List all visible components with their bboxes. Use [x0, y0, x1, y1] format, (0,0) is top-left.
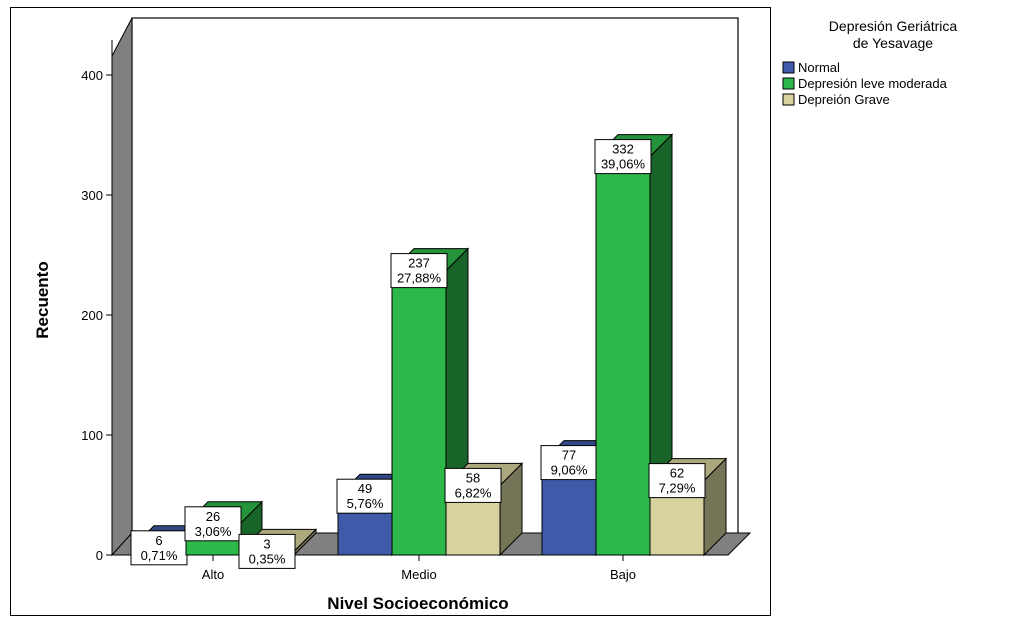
x-tick-label: Bajo: [610, 567, 636, 582]
data-label-box: [184, 506, 242, 542]
bar-depresi-n-leve-moderada-medio: [391, 270, 447, 556]
legend-item-label: Depresión leve moderada: [798, 76, 948, 91]
data-label-count: 26: [206, 509, 220, 524]
data-label-box: [594, 139, 652, 175]
data-label-percent: 5,76%: [347, 496, 384, 511]
data-label-box: [444, 467, 502, 503]
data-label-box: [130, 530, 188, 566]
legend-item-label: Normal: [798, 60, 840, 75]
data-label-count: 49: [358, 481, 372, 496]
left-wall: [111, 17, 133, 557]
chart-frame: [10, 7, 771, 616]
data-label-box: [238, 533, 296, 569]
y-axis-title: Recuento: [33, 261, 52, 338]
data-label-count: 58: [466, 470, 480, 485]
x-axis-title: Nivel Socioeconómico: [327, 594, 508, 613]
data-label-box: [540, 445, 598, 481]
data-label-percent: 39,06%: [601, 157, 646, 172]
data-label-percent: 6,82%: [455, 485, 492, 500]
data-label-percent: 7,29%: [659, 481, 696, 496]
y-tick-label: 100: [81, 428, 103, 443]
data-label-percent: 27,88%: [397, 271, 442, 286]
legend-title-line-1: Depresión Geriátrica: [829, 18, 958, 34]
y-tick-label: 400: [81, 68, 103, 83]
data-label-box: [648, 463, 706, 499]
data-label-count: 3: [263, 536, 270, 551]
y-tick-label: 200: [81, 308, 103, 323]
data-label-count: 332: [612, 142, 634, 157]
legend-title-line-2: de Yesavage: [853, 35, 933, 51]
bar-depresi-n-leve-moderada-bajo: [595, 156, 651, 556]
data-label-percent: 0,71%: [141, 548, 178, 563]
data-label-count: 77: [562, 448, 576, 463]
legend-item-label: Depreión Grave: [798, 92, 890, 107]
data-label-percent: 0,35%: [249, 551, 286, 566]
data-label-count: 62: [670, 466, 684, 481]
legend-swatch: [782, 93, 795, 106]
y-tick-label: 0: [96, 548, 103, 563]
data-label-percent: 9,06%: [551, 463, 588, 478]
x-tick-label: Medio: [401, 567, 436, 582]
data-label-percent: 3,06%: [195, 524, 232, 539]
legend-swatch: [782, 61, 795, 74]
data-label-count: 6: [155, 533, 162, 548]
legend-swatch: [782, 77, 795, 90]
y-tick-label: 300: [81, 188, 103, 203]
data-label-box: [390, 253, 448, 289]
x-tick-label: Alto: [202, 567, 224, 582]
data-label-count: 237: [408, 256, 430, 271]
